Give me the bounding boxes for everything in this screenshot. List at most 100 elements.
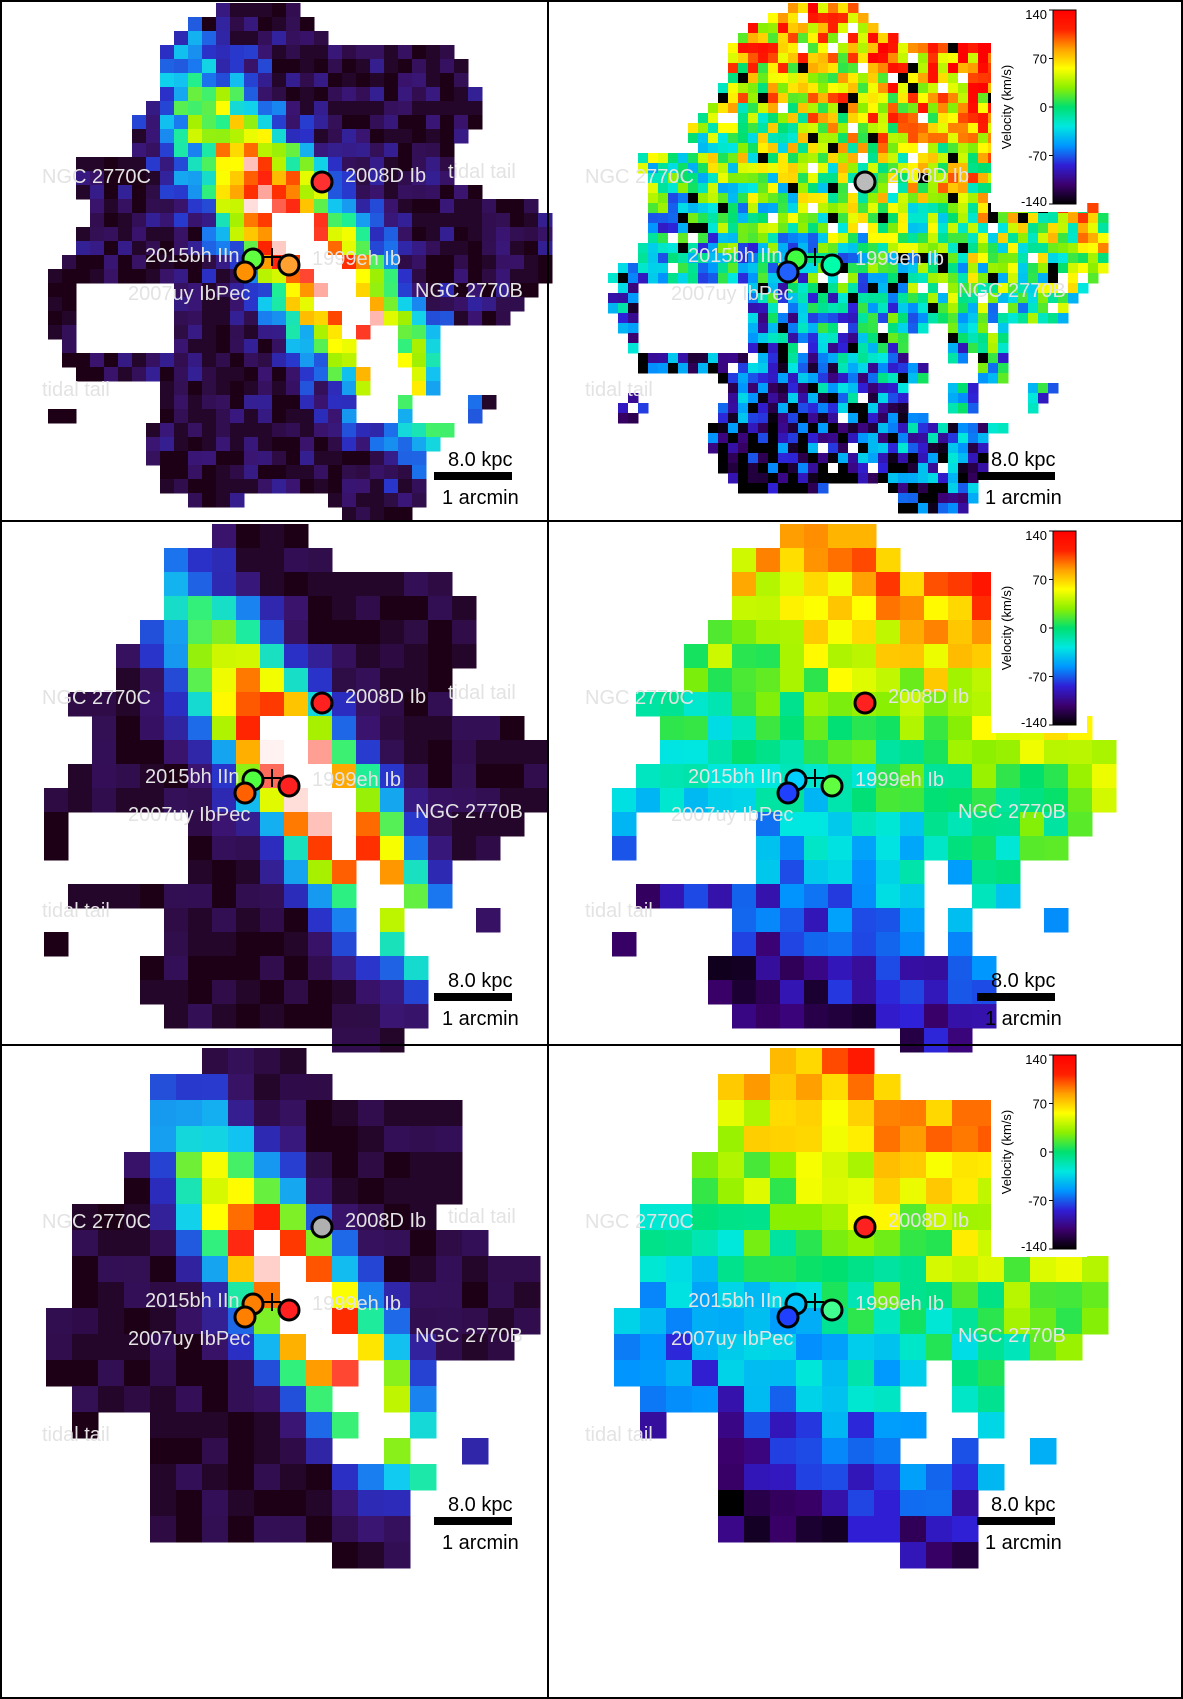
nucleus-cross-icon: [263, 769, 281, 787]
scalebar-distance-label: 8.0 kpc: [991, 449, 1055, 471]
galaxy-label-ngc-2770c: NGC 2770C: [585, 687, 694, 709]
tidal-tail-label-top: tidal tail: [448, 161, 516, 183]
intensity-map-row-1: [48, 3, 553, 522]
galaxy-label-ngc-2770c: NGC 2770C: [585, 1211, 694, 1233]
sn-label-1999eh: 1999eh Ib: [312, 248, 401, 270]
colorbar-tick-label: -70: [1028, 670, 1047, 685]
nucleus-cross-icon: [263, 1293, 281, 1311]
colorbar-tick-label: 140: [1025, 528, 1047, 543]
colorbar-tick-label: 70: [1033, 573, 1047, 588]
sn-label-2015bh: 2015bh IIn: [688, 1290, 783, 1312]
tidal-tail-label-bottom: tidal tail: [42, 900, 110, 922]
sn-marker-1999eh: [820, 253, 844, 277]
annotations-left-row-3: NGC 2770C tidal tail 2008D Ib 1999eh Ib 2015…: [42, 1206, 523, 1554]
galaxy-label-ngc-2770c: NGC 2770C: [585, 166, 694, 188]
nucleus-cross-icon: [806, 1293, 824, 1311]
sn-label-1999eh: 1999eh Ib: [855, 1293, 944, 1315]
colorbar-tick-label: 0: [1040, 1145, 1047, 1160]
sn-label-2007uy: 2007uy IbPec: [128, 804, 250, 826]
velocity-colorbar-row-1: 140 70 0 -70 -140 Velocity (km/s): [991, 4, 1087, 212]
colorbar-tick-label: 140: [1025, 1052, 1047, 1067]
scalebar-angle-label: 1 arcmin: [985, 1008, 1062, 1030]
sn-label-2007uy: 2007uy IbPec: [671, 283, 793, 305]
intensity-map-row-2: [44, 524, 549, 1053]
colorbar-tick-label: -70: [1028, 149, 1047, 164]
sn-marker-1999eh: [277, 253, 301, 277]
annotations-left-row-2: NGC 2770C tidal tail 2008D Ib 1999eh Ib 2015…: [42, 682, 523, 1030]
sn-label-2007uy: 2007uy IbPec: [671, 804, 793, 826]
sn-marker-1999eh: [820, 774, 844, 798]
sn-label-2007uy: 2007uy IbPec: [128, 283, 250, 305]
sn-label-2008d: 2008D Ib: [345, 686, 426, 708]
colorbar-tick-label: -140: [1021, 194, 1047, 209]
intensity-map-row-3: [46, 1048, 541, 1569]
colorbar-title: Velocity (km/s): [999, 65, 1014, 150]
sn-marker-2007uy: [776, 260, 800, 284]
galaxy-label-ngc-2770b: NGC 2770B: [958, 801, 1066, 823]
sn-label-2015bh: 2015bh IIn: [145, 245, 240, 267]
sn-marker-2007uy: [776, 781, 800, 805]
sn-marker-2007uy: [776, 1305, 800, 1329]
sn-label-2015bh: 2015bh IIn: [688, 766, 783, 788]
nucleus-cross-icon: [806, 769, 824, 787]
scalebar-distance-label: 8.0 kpc: [448, 449, 512, 471]
velocity-map-row-1: [608, 3, 1109, 514]
tidal-tail-label-bottom: tidal tail: [42, 1424, 110, 1446]
sn-label-1999eh: 1999eh Ib: [312, 769, 401, 791]
colorbar-tick-label: 140: [1025, 7, 1047, 22]
sn-label-2015bh: 2015bh IIn: [145, 766, 240, 788]
sn-label-2007uy: 2007uy IbPec: [128, 1328, 250, 1350]
colorbar-tick-label: -70: [1028, 1194, 1047, 1209]
colorbar-title: Velocity (km/s): [999, 586, 1014, 671]
scalebar-distance-label: 8.0 kpc: [448, 1494, 512, 1516]
sn-marker-2008d: [310, 1215, 334, 1239]
tidal-tail-label-bottom: tidal tail: [585, 379, 653, 401]
sn-marker-1999eh: [820, 1298, 844, 1322]
scalebar-bar: [977, 993, 1055, 1001]
sn-label-2008d: 2008D Ib: [888, 1210, 969, 1232]
sn-marker-2008d: [853, 691, 877, 715]
sn-label-1999eh: 1999eh Ib: [855, 769, 944, 791]
nucleus-cross-icon: [263, 248, 281, 266]
sn-marker-2008d: [853, 170, 877, 194]
scalebar-distance-label: 8.0 kpc: [991, 1494, 1055, 1516]
colorbar-gradient: [1052, 1054, 1077, 1250]
sn-marker-2008d: [310, 691, 334, 715]
tidal-tail-label-bottom: tidal tail: [585, 1424, 653, 1446]
sn-marker-2007uy: [233, 260, 257, 284]
tidal-tail-label-top: tidal tail: [448, 682, 516, 704]
galaxy-label-ngc-2770c: NGC 2770C: [42, 1211, 151, 1233]
colorbar-title: Velocity (km/s): [999, 1110, 1014, 1195]
galaxy-label-ngc-2770b: NGC 2770B: [958, 1325, 1066, 1347]
velocity-colorbar-row-3: 140 70 0 -70 -140 Velocity (km/s): [991, 1049, 1087, 1257]
colorbar-gradient: [1052, 530, 1077, 726]
sn-label-2015bh: 2015bh IIn: [688, 245, 783, 267]
colorbar-tick-label: -140: [1021, 715, 1047, 730]
sn-marker-1999eh: [277, 774, 301, 798]
galaxy-label-ngc-2770b: NGC 2770B: [415, 280, 523, 302]
scalebar-distance-label: 8.0 kpc: [448, 970, 512, 992]
colorbar-tick-label: 70: [1033, 52, 1047, 67]
colorbar-gradient: [1052, 9, 1077, 205]
tidal-tail-label-bottom: tidal tail: [42, 379, 110, 401]
sn-label-2015bh: 2015bh IIn: [145, 1290, 240, 1312]
velocity-map-row-2: [612, 524, 1117, 1053]
sn-label-2008d: 2008D Ib: [888, 165, 969, 187]
sn-label-1999eh: 1999eh Ib: [855, 248, 944, 270]
sn-marker-2008d: [310, 170, 334, 194]
colorbar-tick-label: -140: [1021, 1239, 1047, 1254]
galaxy-label-ngc-2770b: NGC 2770B: [415, 801, 523, 823]
sn-label-1999eh: 1999eh Ib: [312, 1293, 401, 1315]
scalebar-bar: [434, 472, 512, 480]
tidal-tail-label-bottom: tidal tail: [585, 900, 653, 922]
scalebar-angle-label: 1 arcmin: [985, 487, 1062, 509]
tidal-tail-label-top: tidal tail: [448, 1206, 516, 1228]
galaxy-label-ngc-2770c: NGC 2770C: [42, 687, 151, 709]
sn-label-2008d: 2008D Ib: [345, 1210, 426, 1232]
scalebar-bar: [434, 1517, 512, 1525]
scalebar-bar: [434, 993, 512, 1001]
sn-marker-1999eh: [277, 1298, 301, 1322]
